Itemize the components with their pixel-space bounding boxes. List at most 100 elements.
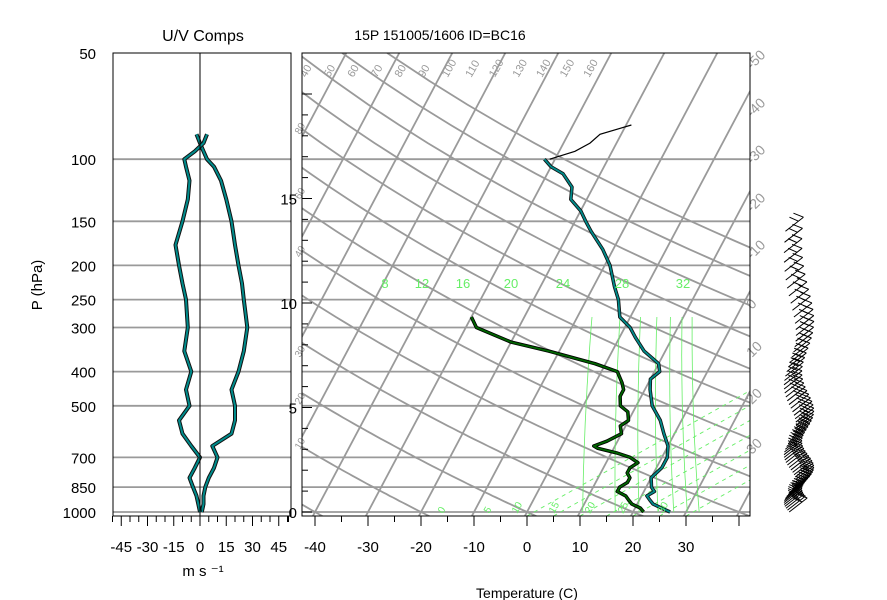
wind-barb-staff [794,308,814,324]
wind-barb-staff [784,257,804,272]
mixing-ratio-label: 32 [676,276,690,291]
wind-barb-flag [796,449,808,454]
wind-barb-flag [800,453,811,459]
theta-label: 120 [487,58,507,80]
wind-barb-staff [785,265,805,281]
wetbulb-line [553,405,750,516]
theta-label: 100 [440,58,460,80]
wind-barb-staff [795,407,815,423]
pressure-tick-label: 500 [71,399,96,416]
wind-barb-staff [784,366,803,381]
wind-barb-staff [791,423,811,439]
wind-barb-staff [794,462,814,478]
pressure-tick-label: 100 [71,152,96,169]
isotherm [365,53,613,516]
wind-barb-staff [794,471,813,487]
isotherm-label: 10 [743,338,765,360]
wind-barb-flag [787,374,798,380]
upper-sounding-line [549,124,632,160]
wind-barb-staff [789,347,809,363]
height-ticks: 0 5 10 15 [280,93,312,522]
side-label: 40 [293,244,308,260]
wind-barb-flag [791,366,803,372]
wind-barb-flag [795,342,806,348]
wind-barb-staff [786,482,805,497]
pressure-tick-label: 250 [71,293,96,310]
pressure-tick-label: 700 [71,450,96,467]
mixing-ratio-label: 8 [381,276,388,291]
wind-barb-staff [788,390,808,405]
wind-barb-flag [792,352,802,358]
dry-adiabat [302,503,325,516]
wind-barb-staff [788,281,808,297]
mixing-ratio-line [691,317,700,513]
isotherm-label: 0 [743,295,760,312]
wind-barb-staff [785,216,804,232]
dry-adiabat [302,341,645,516]
wind-barb-staff [787,480,807,495]
wind-barb-staff [783,370,803,386]
wind-barb-staff [795,464,815,480]
uv-units-label: m s ⁻¹ [182,563,223,580]
wind-barb-flag [799,321,810,326]
wetbulb-label: 25 [616,500,631,516]
isotherm [302,53,454,339]
wind-barb-staff [789,478,809,493]
temperature-ticks: -40 -30 -20 -10 0 10 20 30 [288,516,740,556]
uv-curves [173,133,250,513]
wind-barb-staff [791,342,811,358]
wind-barb-flag [793,212,804,218]
temperature-tick-label: -30 [357,539,379,556]
wind-barb-flag [799,462,809,468]
wetbulb-line [526,390,750,516]
wind-barb-staff [785,448,805,463]
height-tick-label: 15 [280,192,297,209]
wind-barb-staff [794,332,814,348]
wind-barb-staff [793,473,812,489]
wind-barb-staff [793,302,813,318]
wind-barb-staff [794,404,814,420]
isotherm [418,53,666,516]
wind-barb-flag [799,407,810,413]
wind-barb-flag [788,366,798,371]
isotherm [312,53,560,516]
wind-barb-staff [792,457,811,473]
wind-barb-flag [787,247,798,253]
pressure-tick-label: 50 [79,46,96,63]
wind-barb-staff [795,467,815,482]
pressure-tick-label: 400 [71,365,96,382]
mixing-ratio-label: 16 [456,276,470,291]
dry-adiabat [302,392,538,516]
wetbulb-label: 15 [547,500,562,516]
mixing-ratio-line [681,316,688,513]
wind-barb-flag [787,238,798,244]
theta-label: 70 [369,63,386,80]
temperature-tick-label: 0 [523,539,531,556]
mixing-ratio-line [669,316,675,513]
uv-panel: U/V Comps P (hPa) 5010015020025030040050… [29,28,292,580]
theta-label: 110 [463,58,482,79]
wind-barb-flag [792,362,803,367]
wind-barb-staff [785,493,805,509]
isotherm-label: -50 [743,46,769,72]
uv-curve-outline [173,133,209,513]
wind-barb-staff [795,321,815,336]
wind-barb-staff [794,417,814,433]
wind-barb-flag [796,457,806,463]
isotherm [302,53,507,439]
side-label: 60 [293,186,308,202]
wind-barb-flag [796,277,808,283]
theta-label: 150 [558,58,578,80]
pressure-tick-label: 300 [71,321,96,338]
temperature-tick-label: 20 [625,539,642,556]
dewpoint-line [543,158,671,513]
v-component-line [174,133,208,513]
wind-barb-staff [793,400,813,416]
dry-adiabat [302,445,431,516]
wind-barb-flag [792,453,803,458]
wind-barb-flag [798,308,809,314]
uv-curve-outline [194,133,250,513]
wind-barb-staff [788,352,807,368]
mixing-ratio-label: 20 [504,276,518,291]
uv-x-tick-label: -15 [163,539,185,556]
